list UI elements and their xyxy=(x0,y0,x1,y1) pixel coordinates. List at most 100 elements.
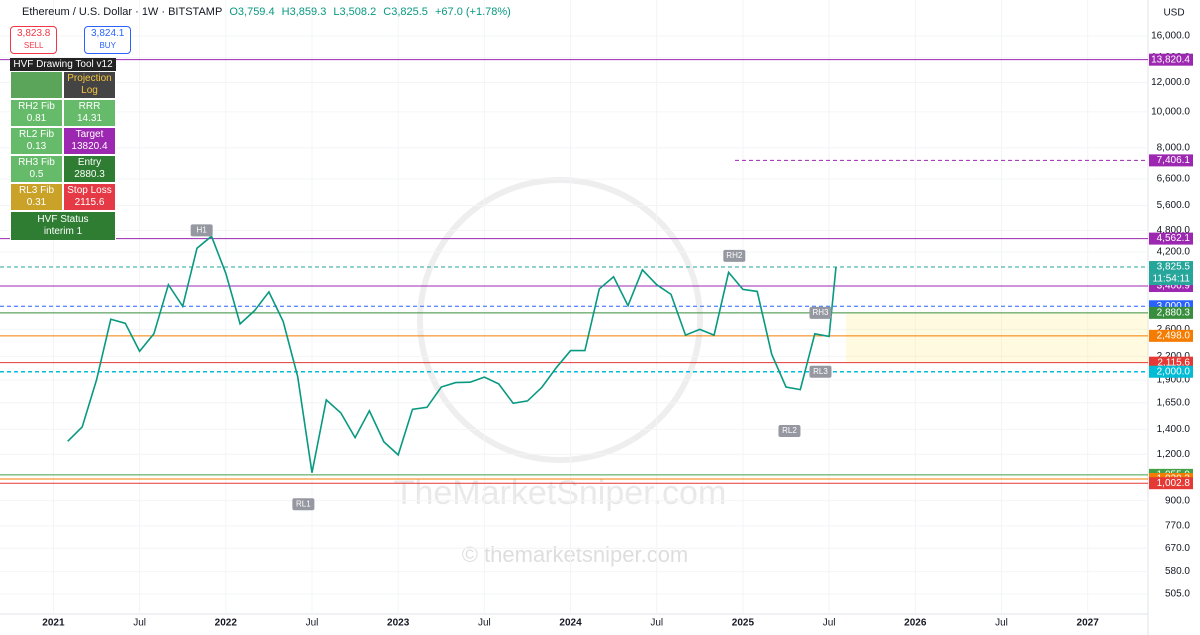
cell-value: 13820.4 xyxy=(71,141,108,152)
x-tick-label: Jul xyxy=(478,618,491,629)
x-tick-label: 2024 xyxy=(559,618,582,629)
level-label-box xyxy=(1149,329,1193,342)
table-row: RL2 Fib 0.13 Target 13820.4 xyxy=(10,127,116,155)
y-tick-label: 670.0 xyxy=(1165,543,1190,554)
table-row: RH3 Fib 0.5 Entry 2880.3 xyxy=(10,155,116,183)
hvf-table: HVF Drawing Tool v12 Projection Log RH2 … xyxy=(10,58,116,241)
level-label-box xyxy=(1149,232,1193,245)
table-cell: Entry 2880.3 xyxy=(63,155,116,183)
table-cell: RH3 Fib 0.5 xyxy=(10,155,63,183)
cell-label: RH2 Fib xyxy=(18,101,55,112)
y-tick-label: 8,000.0 xyxy=(1157,143,1191,154)
y-tick-label: 6,600.0 xyxy=(1157,174,1191,185)
table-cell: Target 13820.4 xyxy=(63,127,116,155)
cell-label: Entry xyxy=(77,157,102,168)
cell-value: 14.31 xyxy=(76,113,103,124)
copyright: © themarketsniper.com xyxy=(462,542,689,567)
status-value: interim 1 xyxy=(43,226,83,237)
cell-label: RL3 Fib xyxy=(18,185,54,196)
level-label-box xyxy=(1149,53,1193,66)
cell-label: RRR xyxy=(78,101,101,112)
y-tick-label: 16,000.0 xyxy=(1151,31,1190,42)
cell-value: 0.13 xyxy=(26,141,47,152)
buy-button[interactable]: 3,824.1 BUY xyxy=(84,26,132,54)
level-label: 3,825.5 xyxy=(1157,262,1191,273)
buy-price: 3,824.1 xyxy=(91,28,125,39)
pivot-label: RH2 xyxy=(726,251,743,260)
high: H3,859.3 xyxy=(281,6,327,18)
table-cell: RL2 Fib 0.13 xyxy=(10,127,63,155)
level-label: 2,115.6 xyxy=(1157,357,1190,368)
y-tick-label: 900.0 xyxy=(1165,495,1190,506)
level-label: 2,000.0 xyxy=(1157,366,1191,377)
x-tick-label: 2021 xyxy=(42,618,65,629)
tool-mode: Projection Log xyxy=(63,71,116,99)
level-label-box xyxy=(1149,261,1193,274)
level-label-box xyxy=(1149,356,1193,369)
cell-label: RL2 Fib xyxy=(18,129,54,140)
y-tick-label: 1,900.0 xyxy=(1157,375,1191,386)
watermark-logo xyxy=(417,177,703,463)
change: +67.0 (+1.78%) xyxy=(435,6,511,18)
cell-label: Stop Loss xyxy=(67,185,112,196)
cell-value: 2115.6 xyxy=(74,197,105,208)
y-tick-label: 770.0 xyxy=(1165,520,1190,531)
sell-button[interactable]: 3,823.8 SELL xyxy=(10,26,58,54)
pivot-box xyxy=(809,365,832,378)
y-tick-label: 1,400.0 xyxy=(1157,424,1191,435)
y-tick-label: 505.0 xyxy=(1165,589,1190,600)
x-tick-label: Jul xyxy=(133,618,146,629)
status-label: HVF Status xyxy=(37,214,89,225)
level-label: 2,498.0 xyxy=(1157,330,1191,341)
table-cell: RRR 14.31 xyxy=(63,99,116,127)
y-tick-label: 10,000.0 xyxy=(1151,107,1190,118)
x-tick-label: Jul xyxy=(823,618,836,629)
level-label-box xyxy=(1149,365,1193,378)
cell xyxy=(10,71,63,99)
level-label-box xyxy=(1149,477,1193,490)
level-label-box xyxy=(1149,306,1193,319)
watermark: TheMarketSniper.com xyxy=(394,474,727,512)
buy-label: BUY xyxy=(99,41,116,50)
y-tick-label: 12,000.0 xyxy=(1151,77,1190,88)
pivot-label: RH3 xyxy=(812,308,829,317)
level-label: 2,880.3 xyxy=(1157,307,1191,318)
currency: USD xyxy=(1163,8,1184,19)
table-row: RL3 Fib 0.31 Stop Loss 2115.6 xyxy=(10,183,116,211)
countdown: 11:54:11 xyxy=(1153,274,1191,285)
countdown-box xyxy=(1149,273,1193,286)
pivot-box xyxy=(190,224,213,237)
table-cell: RL3 Fib 0.31 xyxy=(10,183,63,211)
tool-title: HVF Drawing Tool v12 xyxy=(10,58,116,71)
pivot-box xyxy=(292,498,315,511)
sell-label: SELL xyxy=(23,41,44,50)
level-label: 4,562.1 xyxy=(1157,233,1191,244)
pivot-label: H1 xyxy=(197,226,208,235)
cell-value: 2880.3 xyxy=(74,169,105,180)
x-tick-label: 2027 xyxy=(1077,618,1100,629)
y-tick-label: 4,200.0 xyxy=(1157,247,1191,258)
x-tick-label: 2023 xyxy=(387,618,410,629)
header: Ethereum / U.S. Dollar · 1W · BITSTAMP O… xyxy=(22,6,515,18)
pivot-box xyxy=(723,249,746,262)
level-label: 3,400.9 xyxy=(1157,281,1191,292)
cell-value: 0.31 xyxy=(26,197,47,208)
pivot-label: RL3 xyxy=(813,367,828,376)
y-tick-label: 1,200.0 xyxy=(1157,449,1191,460)
x-tick-label: Jul xyxy=(306,618,319,629)
table-cell: RH2 Fib 0.81 xyxy=(10,99,63,127)
y-tick-label: 2,600.0 xyxy=(1157,324,1191,335)
cell-value: 0.5 xyxy=(29,169,44,180)
level-label-box xyxy=(1149,154,1193,167)
level-label: 7,406.1 xyxy=(1157,155,1191,166)
y-tick-label: 4,800.0 xyxy=(1157,225,1191,236)
x-tick-label: 2026 xyxy=(904,618,927,629)
table-row: RH2 Fib 0.81 RRR 14.31 xyxy=(10,99,116,127)
level-label: 13,820.4 xyxy=(1151,54,1190,65)
x-tick-label: 2025 xyxy=(732,618,755,629)
close: C3,825.5 xyxy=(383,6,428,18)
status: HVF Status interim 1 xyxy=(10,211,116,241)
cell-label: Target xyxy=(75,129,104,140)
pivot-label: RL1 xyxy=(296,499,311,508)
